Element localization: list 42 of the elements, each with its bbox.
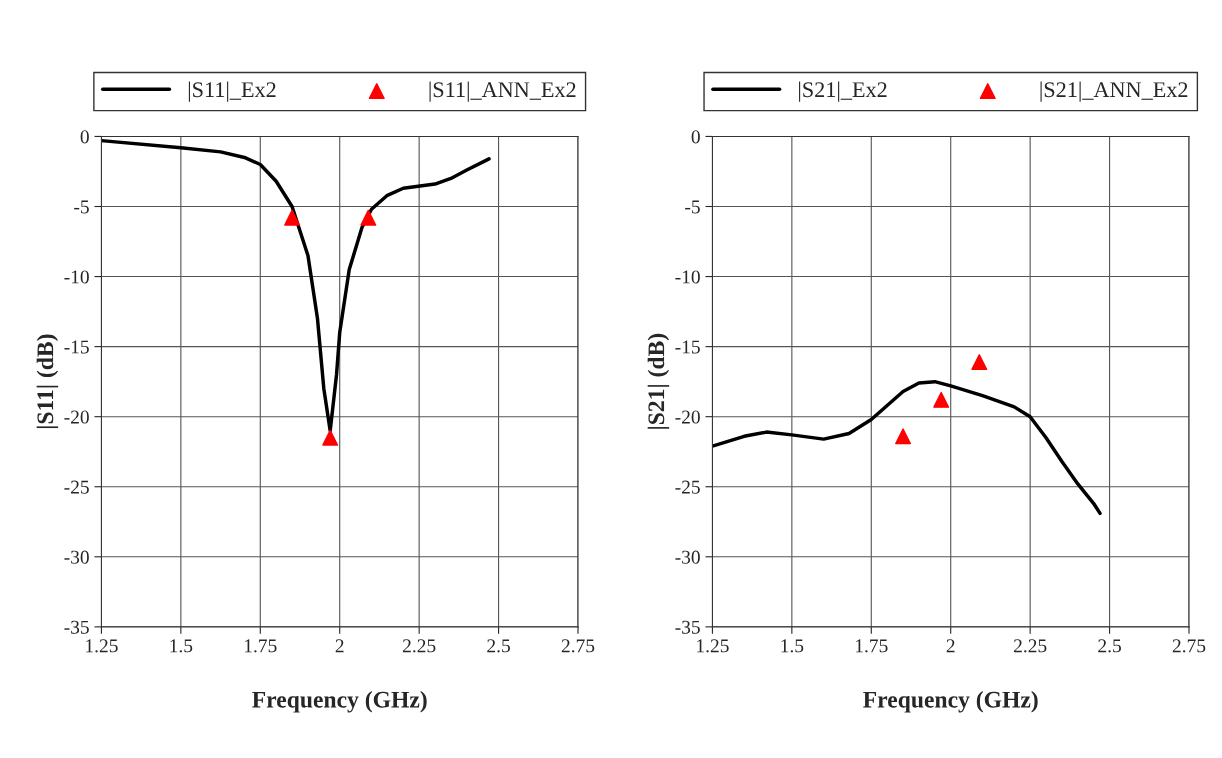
legend-label: |S11|_Ex2 — [188, 81, 276, 102]
x-tick-label: 2.75 — [561, 639, 595, 653]
legend-label: |S21|_Ex2 — [799, 81, 887, 102]
y-tick-label: -15 — [675, 340, 700, 354]
y-tick-label: -10 — [675, 270, 700, 284]
y-tick-label: -30 — [675, 550, 700, 564]
y-tick-label: -25 — [675, 480, 700, 494]
y-tick-label: -35 — [675, 620, 700, 634]
x-tick-label: 1.75 — [244, 639, 277, 653]
x-tick-label: 1.5 — [170, 639, 193, 653]
x-tick-label: 2.5 — [487, 639, 510, 653]
x-tick-label: 1.75 — [855, 639, 888, 653]
x-axis-title: Frequency (GHz) — [252, 691, 427, 713]
legend-label: |S11|_ANN_Ex2 — [429, 81, 576, 102]
point — [933, 391, 950, 408]
x-tick-label: 2.5 — [1098, 639, 1121, 653]
x-tick-label: 1.25 — [697, 639, 729, 653]
y-tick-label: -5 — [685, 200, 700, 214]
line-series — [712, 379, 1102, 516]
y-tick-label: 0 — [691, 130, 700, 144]
y-tick-label: -20 — [64, 410, 89, 424]
x-tick-label: 2 — [946, 639, 955, 653]
x-tick-label: 1.5 — [781, 639, 804, 653]
y-tick-label: -5 — [74, 200, 89, 214]
x-tick-label: 2 — [335, 639, 344, 653]
x-tick-label: 2.75 — [1172, 639, 1206, 653]
x-tick-label: 1.25 — [86, 639, 118, 653]
y-tick-label: -20 — [675, 410, 700, 424]
x-axis-title: Frequency (GHz) — [863, 691, 1038, 713]
point — [895, 428, 912, 445]
y-tick-label: -25 — [64, 480, 89, 494]
x-tick-label: 2.25 — [402, 639, 436, 653]
point — [971, 354, 988, 371]
y-tick-label: -35 — [64, 620, 89, 634]
y-tick-label: 0 — [80, 130, 89, 144]
x-tick-label: 2.25 — [1013, 639, 1047, 653]
y-tick-label: -10 — [64, 270, 89, 284]
y-tick-label: -15 — [64, 340, 89, 354]
y-axis-title: |S11| (dB) — [36, 334, 59, 429]
y-axis-title: |S21| (dB) — [647, 333, 670, 429]
y-tick-label: -30 — [64, 550, 89, 564]
legend-label: |S21|_ANN_Ex2 — [1040, 81, 1188, 102]
